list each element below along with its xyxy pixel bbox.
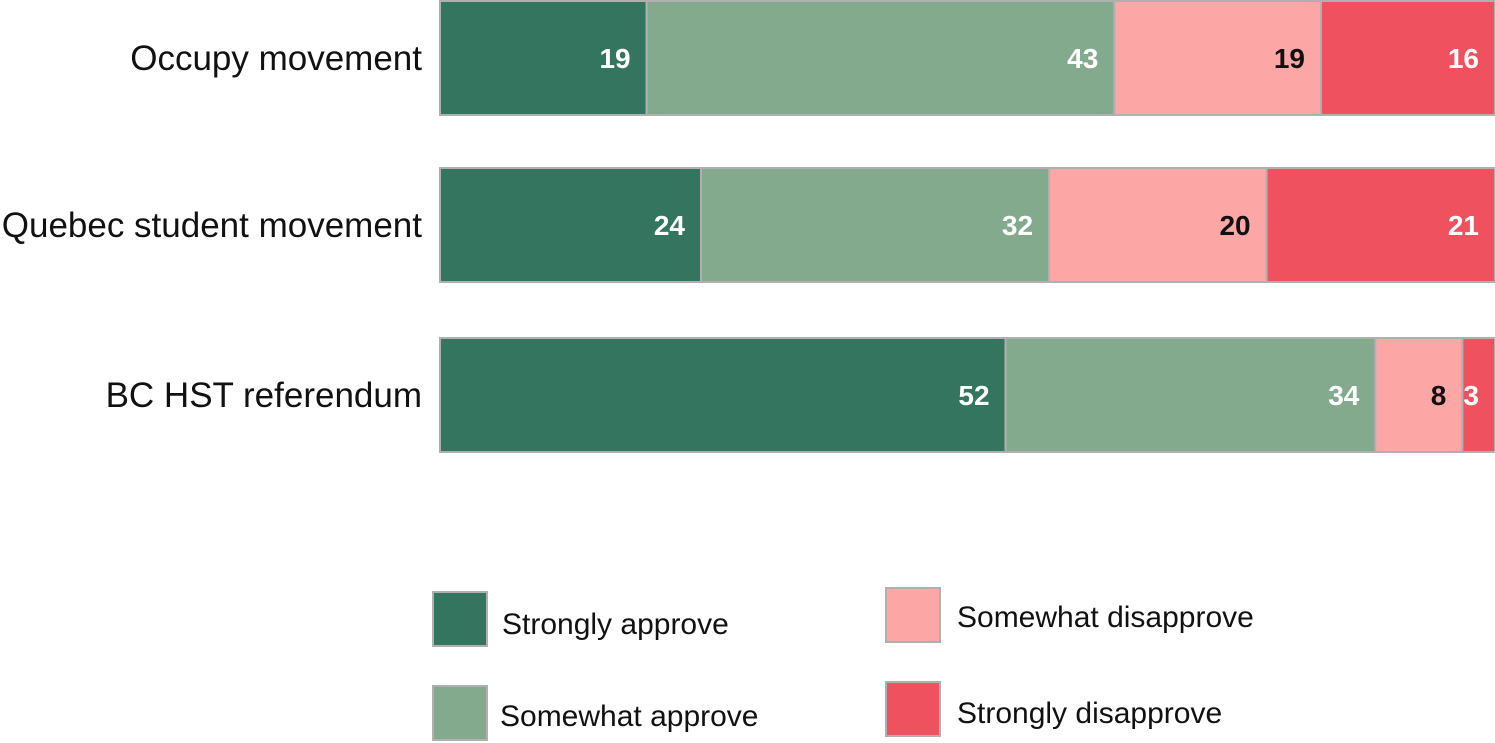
legend-label-somewhat-disapprove: Somewhat disapprove [957, 601, 1254, 634]
bar-strongly-disapprove-quebec-student-movement [1265, 167, 1495, 283]
value-label-strongly-disapprove-bc-hst-referendum: 3 [1463, 380, 1479, 411]
bar-strongly-approve-quebec-student-movement [439, 167, 703, 283]
bar-strongly-disapprove-occupy-movement [1319, 0, 1495, 116]
value-label-somewhat-disapprove-bc-hst-referendum: 8 [1431, 380, 1447, 411]
value-label-strongly-approve-bc-hst-referendum: 52 [958, 380, 989, 411]
value-label-somewhat-approve-occupy-movement: 43 [1067, 43, 1098, 74]
value-label-strongly-approve-occupy-movement: 19 [599, 43, 630, 74]
bar-somewhat-approve-occupy-movement [645, 0, 1116, 116]
category-label-quebec-student-movement: Quebec student movement [2, 206, 423, 245]
legend: Strongly approve Somewhat approve Somewhat… [432, 587, 1254, 741]
value-label-somewhat-approve-bc-hst-referendum: 34 [1328, 380, 1360, 411]
bar-somewhat-disapprove-quebec-student-movement [1048, 167, 1268, 283]
bar-somewhat-approve-bc-hst-referendum [1004, 337, 1377, 453]
bar-somewhat-disapprove-bc-hst-referendum [1374, 337, 1464, 453]
legend-label-somewhat-approve: Somewhat approve [500, 700, 759, 733]
value-label-strongly-disapprove-quebec-student-movement: 21 [1448, 210, 1479, 241]
bar-strongly-approve-bc-hst-referendum [439, 337, 1007, 453]
legend-label-strongly-approve: Strongly approve [502, 608, 729, 641]
value-label-somewhat-approve-quebec-student-movement: 32 [1002, 210, 1033, 241]
value-label-strongly-disapprove-occupy-movement: 16 [1448, 43, 1479, 74]
bars-layer: 19 43 19 16 24 32 20 21 52 34 8 3 [439, 0, 1495, 453]
category-label-occupy-movement: Occupy movement [130, 39, 422, 78]
category-labels: Occupy movement Quebec student movement BC… [2, 39, 423, 415]
legend-swatch-strongly-disapprove [885, 681, 941, 737]
bar-somewhat-disapprove-occupy-movement [1113, 0, 1322, 116]
bar-somewhat-approve-quebec-student-movement [700, 167, 1051, 283]
bar-strongly-disapprove-bc-hst-referendum [1461, 337, 1495, 453]
category-label-bc-hst-referendum: BC HST referendum [106, 376, 422, 415]
value-label-somewhat-disapprove-quebec-student-movement: 20 [1219, 210, 1250, 241]
legend-swatch-somewhat-disapprove [885, 587, 941, 643]
legend-label-strongly-disapprove: Strongly disapprove [957, 697, 1222, 730]
value-label-strongly-approve-quebec-student-movement: 24 [654, 210, 686, 241]
legend-swatch-somewhat-approve [432, 685, 488, 741]
bar-strongly-approve-occupy-movement [439, 0, 648, 116]
value-label-somewhat-disapprove-occupy-movement: 19 [1274, 43, 1305, 74]
legend-swatch-strongly-approve [432, 591, 488, 647]
